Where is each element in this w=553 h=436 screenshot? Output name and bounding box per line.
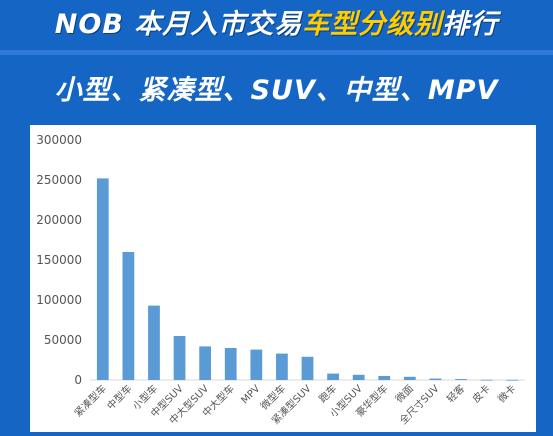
- bar: [173, 336, 186, 380]
- bar: [276, 353, 288, 380]
- bar: [224, 348, 237, 380]
- bar: [301, 356, 314, 380]
- x-category-label: 跑车: [316, 382, 339, 405]
- x-category-label: 轻客: [444, 382, 467, 405]
- bar-chart: 0 50000 100000 150000 200000 250000 300000 紧凑型车…: [36, 133, 525, 427]
- bar: [506, 379, 519, 381]
- bar: [199, 346, 212, 380]
- bar: [96, 178, 109, 380]
- x-category-label: 微面: [393, 382, 416, 405]
- page-subtitle: 小型、紧凑型、SUV、中型、MPV: [54, 75, 499, 106]
- header-title: NOB 本月入市交易 车型分级别 排行: [0, 0, 553, 42]
- title-highlight: 车型分级别: [302, 8, 443, 40]
- bar: [122, 252, 135, 380]
- y-tick-label: 100000: [36, 293, 82, 307]
- x-category-label: 微卡: [495, 382, 518, 405]
- bar: [148, 305, 160, 380]
- bar: [378, 376, 391, 380]
- bar: [327, 373, 339, 380]
- bar: [352, 374, 365, 380]
- y-tick-label: 50000: [44, 333, 82, 347]
- title-suffix: 排行: [442, 8, 499, 40]
- x-category-label: 皮卡: [469, 382, 492, 405]
- y-tick-label: 0: [74, 373, 82, 387]
- chart-panel: 0 50000 100000 150000 200000 250000 300000 紧凑型车…: [30, 125, 536, 432]
- y-tick-label: 150000: [36, 253, 82, 267]
- bar: [403, 376, 416, 380]
- x-category-label: MPV: [239, 383, 262, 406]
- y-tick-label: 250000: [36, 173, 82, 187]
- title-prefix: NOB 本月入市交易: [54, 8, 303, 40]
- header-divider: [0, 50, 553, 55]
- x-category-label: 中型车: [104, 382, 134, 412]
- bar: [250, 349, 263, 380]
- x-category-label: 紧凑型车: [71, 382, 108, 419]
- bar: [480, 379, 493, 381]
- bar: [455, 379, 467, 380]
- y-tick-label: 200000: [36, 213, 82, 227]
- bar: [429, 378, 442, 380]
- y-tick-label: 300000: [36, 133, 82, 147]
